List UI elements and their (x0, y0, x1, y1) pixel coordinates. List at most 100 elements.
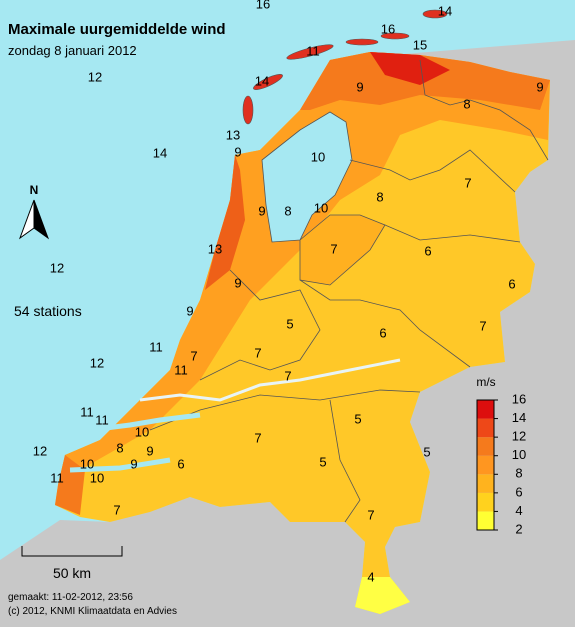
island (422, 9, 448, 19)
legend-band (477, 492, 494, 512)
legend-tick-label: 2 (515, 521, 522, 536)
island (242, 95, 254, 125)
station-value: 7 (479, 318, 486, 333)
island (380, 32, 410, 40)
station-value: 6 (424, 243, 431, 258)
station-value: 11 (80, 404, 94, 419)
station-value: 11 (95, 412, 109, 427)
station-value: 11 (149, 339, 163, 354)
wind-zone (205, 155, 245, 290)
country (55, 52, 550, 614)
estuary (89, 412, 201, 433)
legend-band (477, 511, 494, 530)
legend-tick-label: 10 (512, 447, 526, 462)
station-value: 10 (314, 200, 328, 215)
wind-zone (370, 52, 450, 85)
station-value: 10 (80, 456, 94, 471)
station-value: 6 (379, 325, 386, 340)
station-value: 9 (234, 144, 241, 159)
polder (299, 214, 386, 286)
station-value: 9 (356, 79, 363, 94)
border (299, 279, 471, 368)
station-value: 9 (536, 79, 543, 94)
station-value: 7 (284, 368, 291, 383)
legend-frame (476, 399, 495, 531)
station-value: 7 (367, 507, 374, 522)
station-value: 11 (306, 43, 320, 58)
station-value: 8 (463, 96, 470, 111)
station-value: 6 (177, 456, 184, 471)
station-value: 6 (508, 276, 515, 291)
station-value: 10 (311, 149, 325, 164)
station-value: 9 (130, 456, 137, 471)
river (139, 358, 401, 402)
legend-tick-label: 12 (512, 429, 526, 444)
station-value: 7 (254, 345, 261, 360)
legend-band (477, 455, 494, 475)
wind-zone (355, 577, 410, 614)
compass-label: N (30, 183, 39, 197)
legend-band (477, 418, 494, 438)
station-value: 7 (190, 348, 197, 363)
station-value: 16 (256, 0, 270, 11)
estuary (69, 457, 171, 473)
station-value: 8 (116, 440, 123, 455)
scale-label: 50 km (53, 565, 91, 581)
station-value: 15 (413, 37, 427, 52)
station-value: 14 (153, 145, 167, 160)
legend-band (477, 437, 494, 456)
station-value: 14 (438, 3, 452, 18)
compass-arrow (33, 199, 50, 240)
station-value: 9 (234, 275, 241, 290)
border (419, 59, 549, 161)
station-value: 5 (423, 444, 430, 459)
station-value: 14 (255, 73, 269, 88)
legend-tick-label: 16 (512, 391, 526, 406)
map-title: Maximale uurgemiddelde wind (8, 21, 226, 38)
station-value: 7 (464, 175, 471, 190)
station-value: 9 (258, 203, 265, 218)
island (345, 38, 379, 46)
station-value: 8 (284, 203, 291, 218)
station-count: 54 stations (14, 303, 82, 319)
station-value: 5 (286, 316, 293, 331)
station-value: 7 (113, 502, 120, 517)
map-subtitle: zondag 8 januari 2012 (8, 43, 137, 58)
legend-band (477, 474, 494, 493)
legend-unit: m/s (476, 375, 495, 389)
station-value: 9 (186, 303, 193, 318)
legend-tick-label: 8 (515, 466, 522, 481)
station-value: 13 (226, 127, 240, 142)
scale-bar (21, 546, 123, 557)
copyright: (c) 2012, KNMI Klimaatdata en Advies (8, 606, 177, 617)
station-value: 7 (254, 430, 261, 445)
island (253, 74, 283, 90)
neighbour-land (0, 40, 575, 627)
border (199, 269, 321, 381)
lake (261, 111, 353, 243)
legend-tick-label: 14 (512, 410, 526, 425)
station-value: 13 (208, 241, 222, 256)
station-value: 10 (135, 424, 149, 439)
border (384, 224, 521, 243)
station-value: 12 (88, 69, 102, 84)
wind-zone (58, 52, 550, 485)
station-value: 5 (354, 411, 361, 426)
station-value: 12 (90, 355, 104, 370)
station-value: 12 (50, 260, 64, 275)
legend-band (477, 400, 494, 419)
legend-tick-label: 6 (515, 484, 522, 499)
border (329, 399, 361, 523)
station-value: 16 (381, 21, 395, 36)
border (149, 389, 421, 431)
made-date: gemaakt: 11-02-2012, 23:56 (8, 592, 133, 603)
station-value: 8 (376, 189, 383, 204)
island (286, 44, 334, 60)
station-value: 7 (330, 241, 337, 256)
station-value: 4 (367, 569, 374, 584)
station-value: 5 (319, 454, 326, 469)
station-value: 11 (174, 362, 188, 377)
legend-tick-label: 4 (515, 503, 522, 518)
